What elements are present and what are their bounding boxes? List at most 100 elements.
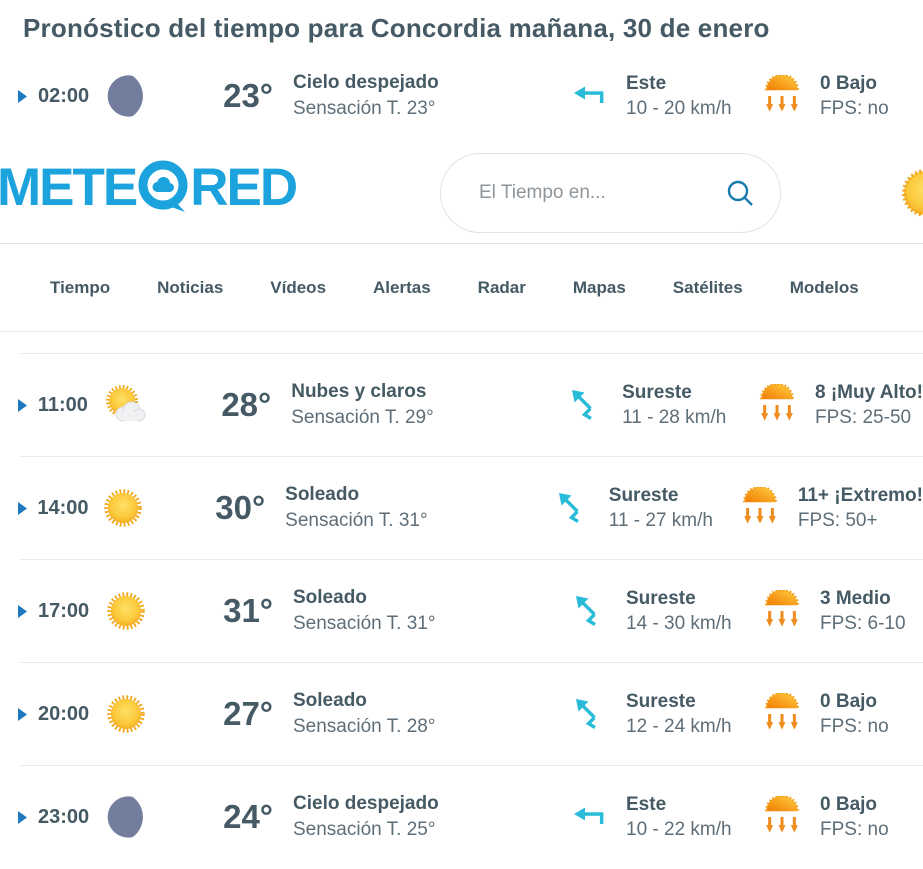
wind-direction-text: Este: [626, 794, 667, 815]
row-divider: [20, 662, 923, 663]
uv-sun-arrows-icon: [760, 384, 795, 421]
nav-item-alertas[interactable]: Alertas: [373, 277, 431, 297]
nav-item-satelites[interactable]: Satélites: [672, 277, 743, 297]
forecast-time: 17:00: [38, 599, 90, 622]
forecast-list: 11:00 28° Nubes y claro: [0, 332, 923, 868]
logo-bubble-cloud-icon: [138, 160, 188, 212]
weather-icon: [100, 587, 152, 635]
temperature: 27°: [223, 695, 273, 732]
wind-direction-icon: [568, 388, 602, 422]
triangle-right-icon: [18, 398, 27, 412]
condition-text: Soleado: [285, 484, 360, 505]
uv-block: 0 Bajo FPS: no: [820, 689, 889, 739]
nav-item-modelos[interactable]: Modelos: [789, 277, 859, 297]
main-nav: Tiempo Noticias Vídeos Alertas Radar Map…: [0, 243, 923, 332]
uv-index-icon: [741, 487, 780, 529]
row-divider: [20, 353, 923, 354]
uv-index-text: 3 Medio: [820, 588, 891, 609]
triangle-right-icon: [18, 604, 27, 618]
wind-direction-text: Sureste: [608, 485, 679, 506]
meteored-logo[interactable]: METE RED: [0, 157, 298, 218]
moon-icon: [107, 796, 143, 838]
nav-item-tiempo[interactable]: Tiempo: [50, 277, 111, 297]
wind-block: Sureste 11 - 28 km/h: [622, 380, 741, 430]
expand-row-button[interactable]: [18, 707, 38, 721]
nav-item-noticias[interactable]: Noticias: [157, 277, 224, 297]
uv-fps-text: FPS: no: [820, 716, 889, 737]
condition-text: Soleado: [293, 587, 367, 608]
wind-direction-text: Este: [626, 73, 667, 94]
wind-direction-icon: [572, 594, 606, 628]
forecast-time: 11:00: [37, 393, 88, 416]
uv-index-text: 0 Bajo: [820, 794, 878, 815]
expand-row-button[interactable]: [18, 810, 38, 824]
expand-row-button[interactable]: [18, 89, 38, 103]
forecast-row[interactable]: 02:00 23° Cielo despeja: [0, 48, 923, 144]
wind-speed-text: 12 - 24 km/h: [626, 716, 732, 737]
search-box[interactable]: [440, 153, 781, 233]
expand-row-button[interactable]: [18, 604, 38, 618]
top-forecast-row-slot: 02:00 23° Cielo despeja: [0, 48, 923, 144]
condition-text: Nubes y claros: [291, 381, 427, 402]
temperature: 24°: [223, 798, 273, 835]
wind-speed-text: 10 - 22 km/h: [626, 819, 732, 840]
page-title: Pronóstico del tiempo para Concordia mañ…: [23, 13, 770, 43]
feels-like-text: Sensación T. 28°: [293, 716, 436, 737]
sun-cloud-icon: [106, 385, 146, 422]
temperature: 30°: [215, 489, 266, 526]
expand-row-button[interactable]: [18, 398, 38, 412]
nav-item-mapas[interactable]: Mapas: [572, 277, 626, 297]
forecast-row[interactable]: 23:00 24° Cielo despeja: [0, 766, 923, 868]
weather-icon: [99, 381, 151, 429]
uv-fps-text: FPS: 25-50: [814, 407, 912, 428]
forecast-row[interactable]: 17:00 31° Soleado: [0, 560, 923, 662]
wind-block: Sureste 11 - 27 km/h: [609, 483, 725, 533]
row-divider: [20, 559, 923, 560]
site-header: METE RED: [0, 144, 923, 243]
uv-sun-arrows-icon: [764, 75, 800, 112]
wind-speed-text: 14 - 30 km/h: [626, 613, 732, 634]
uv-block: 8 ¡Muy Alto! FPS: 25-50: [815, 380, 923, 430]
uv-index-icon: [762, 75, 802, 117]
search-icon[interactable]: [724, 177, 756, 209]
uv-index-text: 11+ ¡Extremo!: [797, 485, 923, 506]
feels-like-text: Sensación T. 31°: [293, 613, 436, 634]
uv-sun-arrows-icon: [764, 693, 800, 730]
sun-icon: [107, 592, 145, 630]
uv-index-icon: [762, 693, 802, 735]
forecast-row[interactable]: 20:00 27° Soleado: [0, 663, 923, 765]
uv-fps-text: FPS: 50+: [797, 510, 878, 531]
uv-index-text: 8 ¡Muy Alto!: [814, 382, 923, 403]
wind-arrow-left-icon: [574, 807, 604, 824]
weather-icon: [100, 73, 152, 119]
wind-block: Este 10 - 22 km/h: [626, 792, 746, 842]
forecast-row[interactable]: 14:00 30° Soleado: [0, 457, 923, 559]
wind-speed-text: 10 - 20 km/h: [626, 98, 732, 119]
uv-block: 0 Bajo FPS: no: [820, 792, 889, 842]
uv-index-icon: [757, 384, 797, 426]
search-input[interactable]: [479, 182, 724, 204]
uv-block: 11+ ¡Extremo! FPS: 50+: [798, 483, 923, 533]
weather-icon: [97, 484, 147, 532]
expand-row-button[interactable]: [18, 501, 37, 515]
nav-item-videos[interactable]: Vídeos: [270, 277, 327, 297]
wind-block: Sureste 12 - 24 km/h: [626, 689, 746, 739]
uv-sun-arrows-icon: [764, 590, 800, 627]
condition-text: Cielo despejado: [293, 793, 439, 814]
forecast-row[interactable]: 11:00 28° Nubes y claro: [0, 354, 923, 456]
wind-speed-text: 11 - 27 km/h: [608, 510, 713, 531]
nav-item-radar[interactable]: Radar: [477, 277, 526, 297]
uv-index-icon: [762, 590, 802, 632]
condition-text: Cielo despejado: [293, 72, 439, 93]
logo-text-right: RED: [190, 158, 298, 217]
forecast-time: 02:00: [38, 84, 90, 107]
condition-block: Soleado Sensación T. 28°: [293, 688, 563, 740]
wind-block: Sureste 14 - 30 km/h: [626, 586, 746, 636]
wind-direction-icon: [572, 806, 606, 828]
wind-direction-icon: [556, 491, 589, 525]
triangle-right-icon: [18, 501, 27, 515]
temperature: 23°: [223, 77, 273, 114]
wind-arrow-up-left-icon: [576, 596, 596, 626]
condition-text: Soleado: [293, 690, 367, 711]
